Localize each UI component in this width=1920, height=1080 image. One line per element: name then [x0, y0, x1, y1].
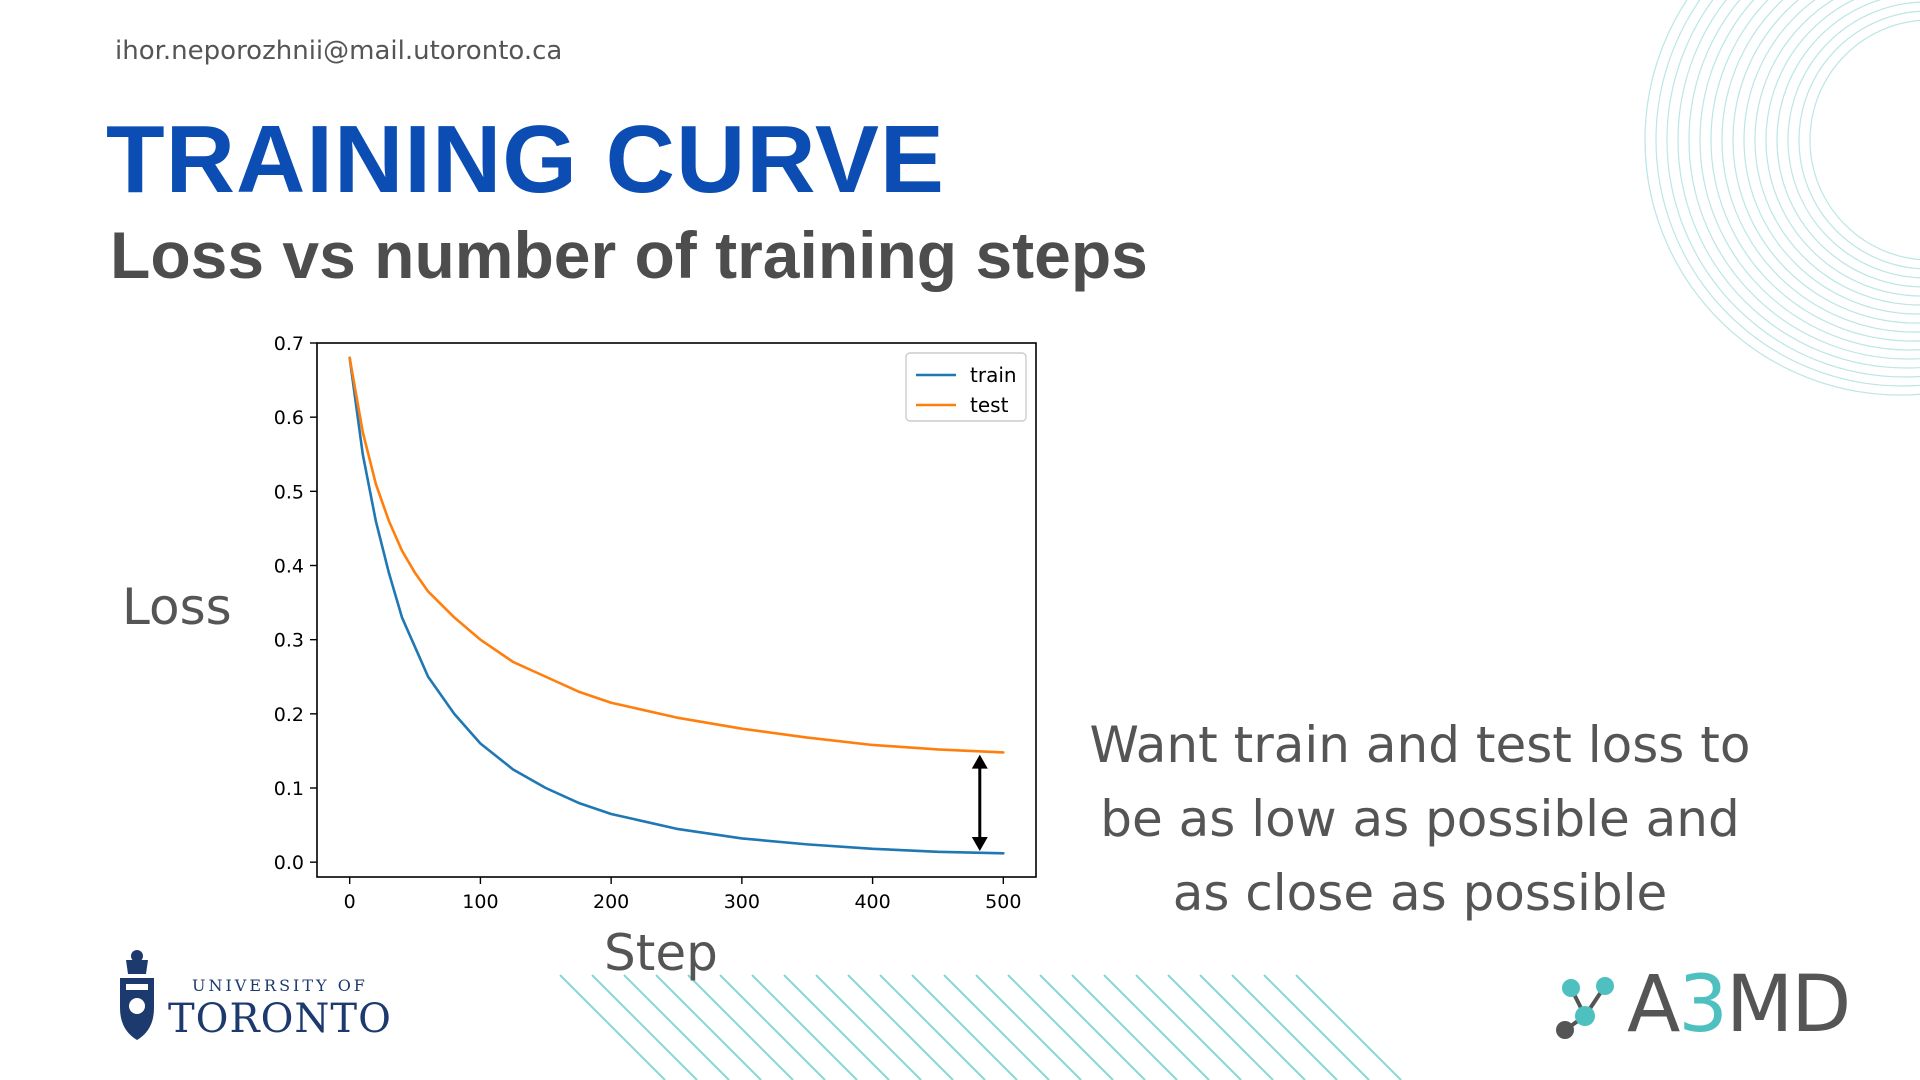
- deco-diagonal-line: [1263, 974, 1370, 1080]
- deco-diagonal-line: [1167, 974, 1274, 1080]
- y-tick-label: 0.1: [274, 778, 304, 800]
- deco-diagonal-line: [1007, 974, 1114, 1080]
- x-tick-label: 300: [724, 891, 760, 913]
- a3md-prefix: A: [1627, 960, 1680, 1050]
- a3md-wordmark: A3MD: [1627, 960, 1851, 1050]
- deco-diagonal-line: [1039, 974, 1146, 1080]
- deco-ring: [1688, 0, 1920, 360]
- y-tick-label: 0.4: [274, 556, 304, 578]
- a3md-accent: 3: [1678, 960, 1728, 1050]
- deco-ring: [1765, 0, 1920, 297]
- deco-diagonal-line: [623, 974, 730, 1080]
- deco-ring: [1809, 19, 1920, 261]
- x-tick-label: 0: [344, 891, 356, 913]
- y-tick-label: 0.0: [274, 852, 304, 874]
- gap-arrow-head-top: [971, 754, 988, 769]
- a3md-logo: A3MD: [1555, 960, 1855, 1060]
- y-tick-label: 0.7: [274, 333, 304, 355]
- x-tick-label: 400: [854, 891, 890, 913]
- university-of-toronto-logo: UNIVERSITY OF TORONTO: [112, 948, 402, 1048]
- x-tick-label: 200: [593, 891, 629, 913]
- deco-diagonal-line: [687, 974, 794, 1080]
- note-text: Want train and test loss to be as low as…: [1089, 716, 1751, 922]
- deco-diagonal-line: [1135, 974, 1242, 1080]
- deco-diagonal-line: [815, 974, 922, 1080]
- gap-arrow-head-bottom: [971, 837, 988, 852]
- deco-ring: [1721, 0, 1920, 333]
- deco-diagonal-line: [719, 974, 826, 1080]
- deco-diagonal-line: [1071, 974, 1178, 1080]
- deco-diagonal-line: [975, 974, 1082, 1080]
- series-line-test: [348, 356, 1005, 754]
- deco-diagonal-line: [591, 974, 698, 1080]
- y-tick-label: 0.5: [274, 481, 304, 503]
- deco-diagonal-line: [911, 974, 1018, 1080]
- deco-ring: [1732, 0, 1920, 324]
- deco-diagonal-line: [559, 974, 666, 1080]
- chart-legend: train test: [905, 352, 1027, 422]
- deco-diagonal-line: [1231, 974, 1338, 1080]
- slide-subtitle: Loss vs number of training steps: [110, 218, 1148, 292]
- uoft-big-text: TORONTO: [168, 996, 392, 1042]
- deco-diagonal-line: [655, 974, 762, 1080]
- deco-ring: [1743, 0, 1920, 315]
- deco-ring: [1655, 0, 1920, 387]
- deco-diagonal-line: [879, 974, 986, 1080]
- deco-ring: [1776, 0, 1920, 288]
- deco-ring: [1699, 0, 1920, 351]
- slide-title: TRAINING CURVE: [106, 106, 945, 213]
- deco-diagonal-line: [943, 974, 1050, 1080]
- author-email: ihor.neporozhnii@mail.utoronto.ca: [115, 36, 563, 66]
- deco-ring: [1666, 0, 1920, 378]
- deco-diagonal-line: [847, 974, 954, 1080]
- plot-frame: [316, 342, 1037, 878]
- y-axis-label: Loss: [122, 578, 232, 636]
- deco-diagonal-line: [751, 974, 858, 1080]
- deco-diagonal-line: [1199, 974, 1306, 1080]
- x-tick-label: 100: [462, 891, 498, 913]
- deco-diagonal-line: [1295, 974, 1402, 1080]
- deco-diagonal-line: [783, 974, 890, 1080]
- a3md-suffix: MD: [1726, 960, 1851, 1050]
- x-tick-label: 500: [985, 891, 1021, 913]
- molecule-icon: [1556, 977, 1614, 1039]
- deco-ring: [1798, 10, 1920, 270]
- series-line-train: [348, 356, 1005, 855]
- legend-label-train: train: [970, 363, 1017, 387]
- uoft-small-text: UNIVERSITY OF: [192, 976, 368, 995]
- deco-ring: [1677, 0, 1920, 369]
- x-axis-label: Step: [604, 924, 718, 982]
- deco-diagonal-line: [1103, 974, 1210, 1080]
- y-tick-label: 0.3: [274, 630, 304, 652]
- y-tick-label: 0.2: [274, 704, 304, 726]
- crest-icon: [120, 950, 154, 1040]
- deco-ring: [1787, 1, 1920, 279]
- deco-ring: [1710, 0, 1920, 342]
- y-tick-label: 0.6: [274, 407, 304, 429]
- deco-ring: [1754, 0, 1920, 306]
- legend-label-test: test: [970, 393, 1009, 417]
- deco-ring: [1644, 0, 1920, 396]
